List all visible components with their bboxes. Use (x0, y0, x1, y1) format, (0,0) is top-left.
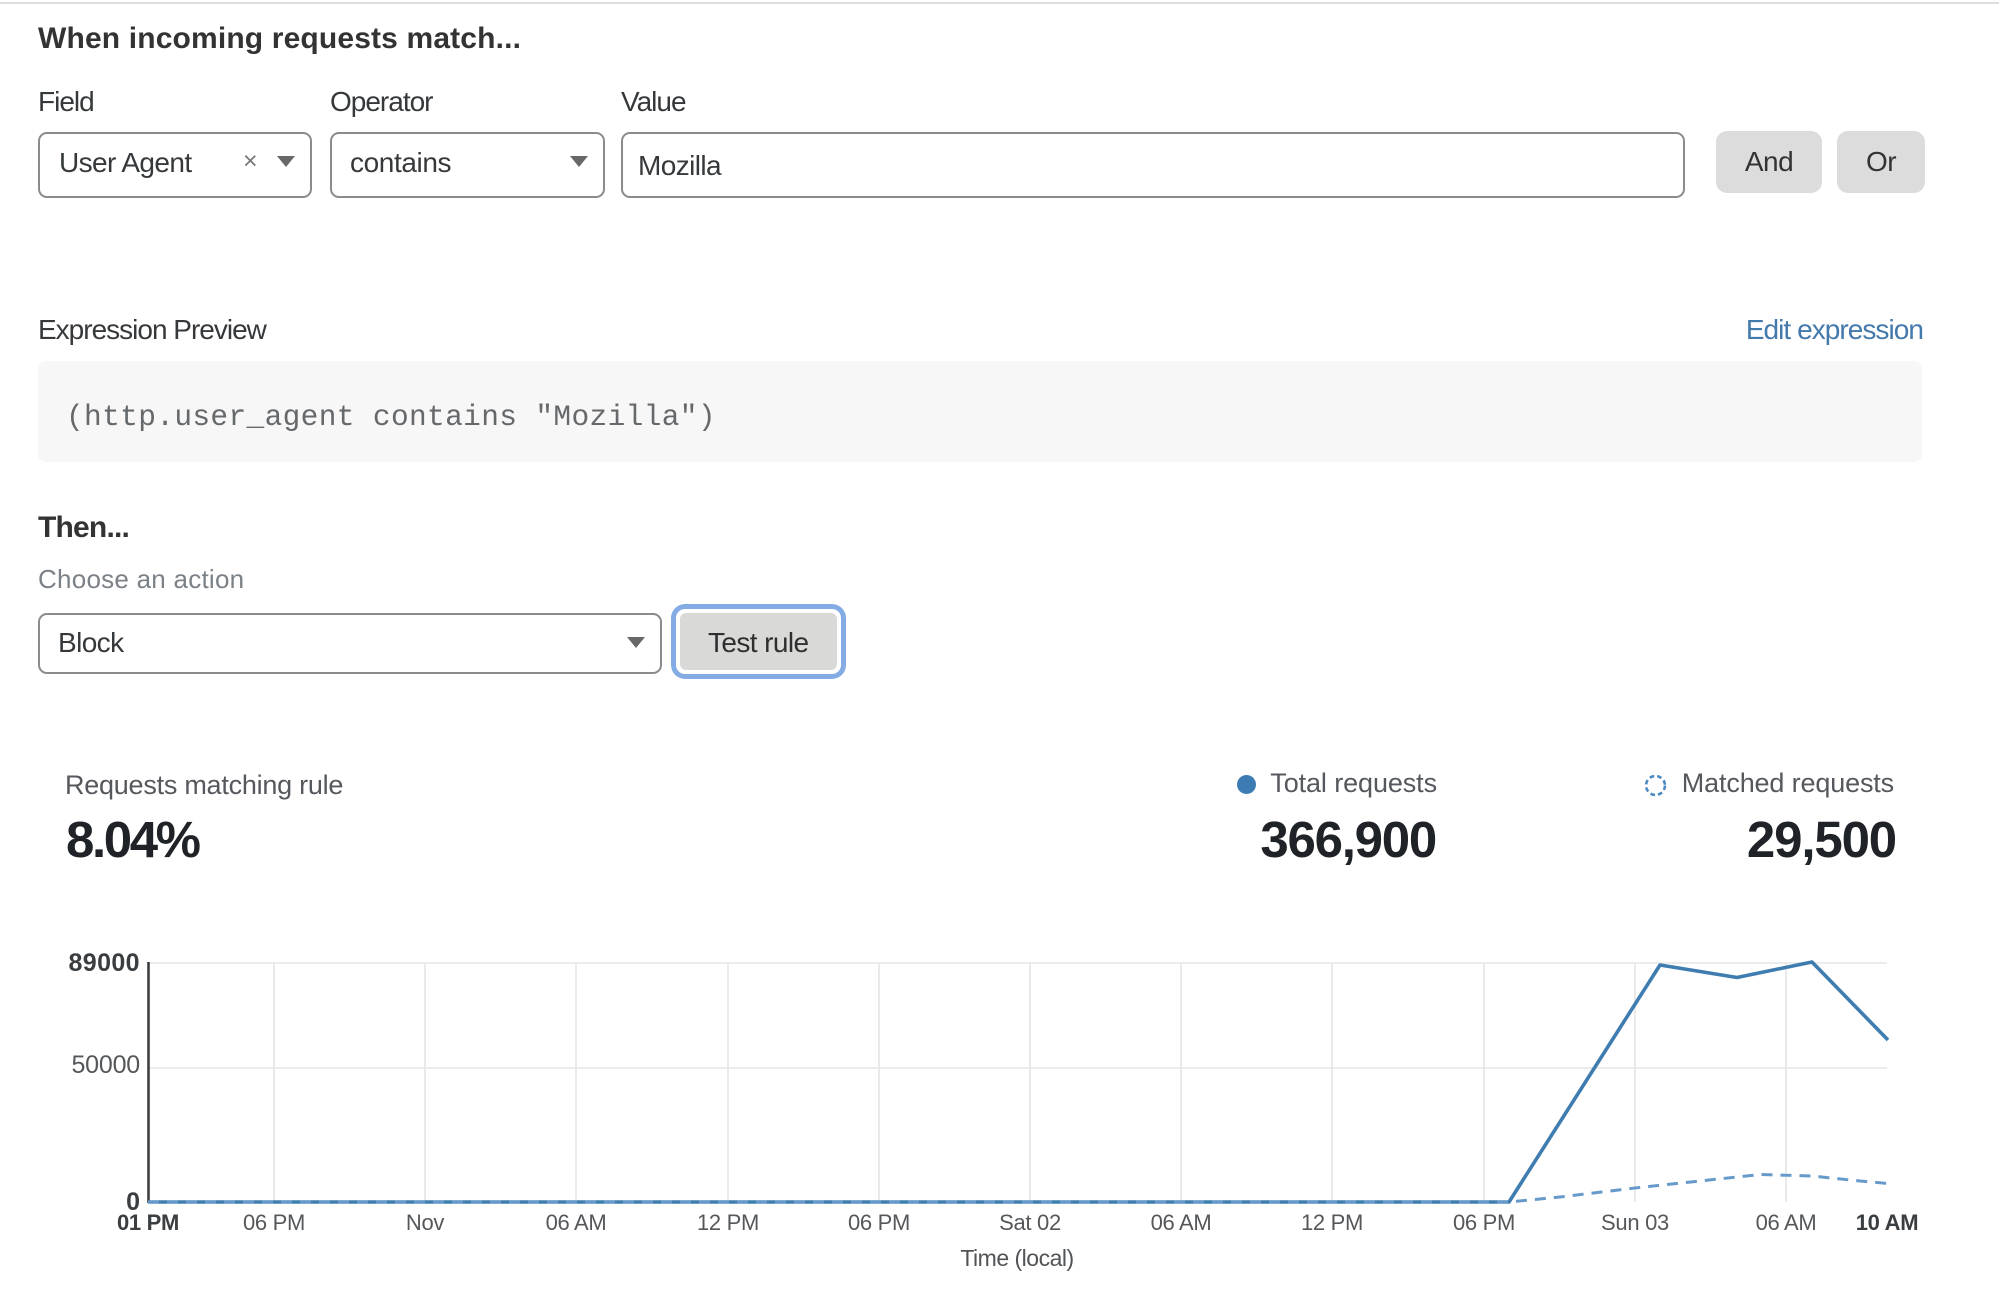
svg-text:06 PM: 06 PM (848, 1210, 910, 1235)
svg-text:12 PM: 12 PM (697, 1210, 759, 1235)
svg-text:06 PM: 06 PM (243, 1210, 305, 1235)
svg-text:06 PM: 06 PM (1453, 1210, 1515, 1235)
svg-text:06 AM: 06 AM (1151, 1210, 1212, 1235)
svg-text:89000: 89000 (68, 949, 140, 977)
svg-text:01 PM: 01 PM (117, 1210, 179, 1235)
svg-text:06 AM: 06 AM (546, 1210, 607, 1235)
svg-text:50000: 50000 (71, 1051, 140, 1079)
svg-text:Nov: Nov (406, 1210, 445, 1235)
svg-text:12 PM: 12 PM (1301, 1210, 1363, 1235)
svg-text:10 AM: 10 AM (1856, 1210, 1918, 1235)
svg-text:0: 0 (126, 1188, 140, 1216)
svg-text:Sat 02: Sat 02 (999, 1210, 1061, 1235)
svg-text:Sun 03: Sun 03 (1601, 1210, 1669, 1235)
svg-text:06 AM: 06 AM (1756, 1210, 1817, 1235)
svg-text:Time (local): Time (local) (960, 1245, 1073, 1271)
